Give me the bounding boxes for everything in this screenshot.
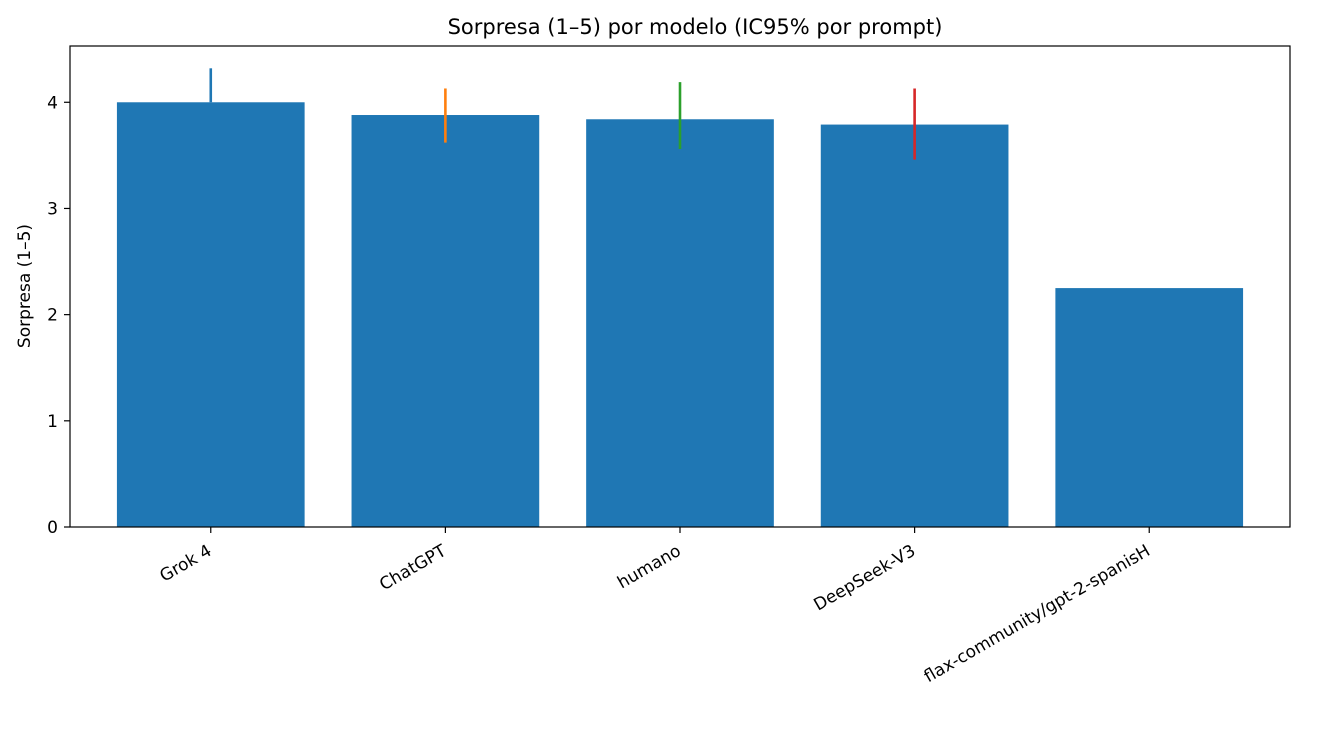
bar (820, 124, 1009, 528)
bar (351, 115, 540, 527)
y-tick-label: 0 (47, 518, 58, 538)
x-tick-label: Grok 4 (157, 541, 216, 586)
x-tick-label: ChatGPT (376, 541, 450, 595)
y-tick-label: 2 (47, 306, 58, 326)
y-tick-label: 1 (47, 412, 58, 432)
y-axis-label: Sorpresa (1–5) (15, 224, 35, 348)
bars-layer (116, 102, 1244, 528)
x-tick-label: humano (614, 541, 684, 593)
y-ticks-layer: 0 1 2 3 4 (47, 93, 70, 538)
x-tick-label: DeepSeek-V3 (810, 541, 919, 615)
bar (586, 119, 774, 528)
bar (116, 102, 305, 527)
x-ticks-layer: Grok 4 ChatGPT humano DeepSeek-V3 flax-commu… (157, 527, 1154, 687)
y-tick-label: 3 (47, 199, 58, 219)
errorbars-layer (209, 68, 916, 160)
bar (1055, 288, 1244, 527)
x-tick-label: flax-community/gpt-2-spanisH (921, 541, 1154, 687)
y-tick-label: 4 (47, 93, 58, 113)
chart-title: Sorpresa (1–5) por modelo (IC95% por pro… (448, 15, 943, 39)
